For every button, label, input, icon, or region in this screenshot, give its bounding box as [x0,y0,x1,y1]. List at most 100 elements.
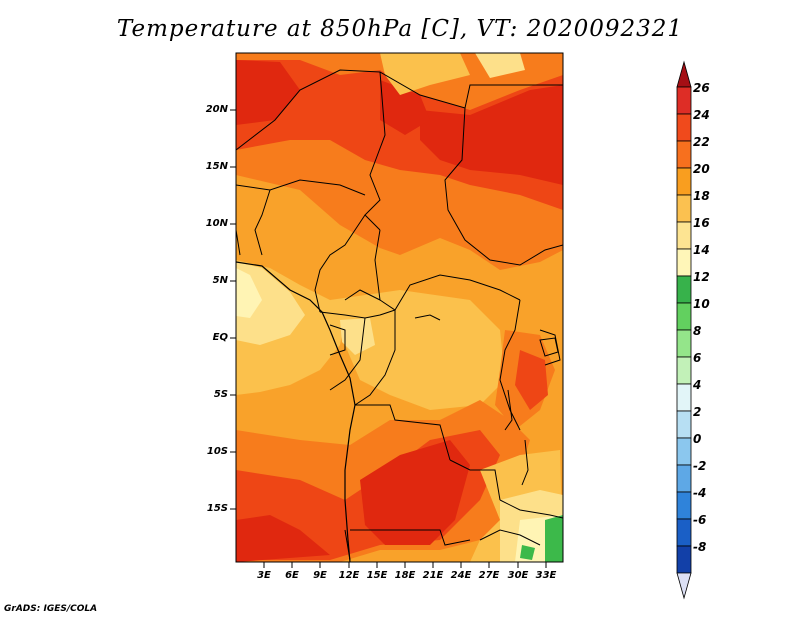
colorbar-label-12: 12 [693,270,710,284]
border-eq-guinea [329,324,346,356]
colorbar-label-14: 14 [693,243,710,257]
colorbar-segment [676,329,692,358]
lon-label-27e: 27E [478,570,500,581]
colorbar-segment [676,518,692,547]
colorbar-label-2: 2 [693,405,702,419]
lat-ticks [230,109,236,510]
border-zambia-moz [499,499,563,519]
colorbar-segment [676,437,692,466]
map-frame [235,52,564,563]
border-chad-sudan [444,107,563,266]
colorbar-segment [676,464,692,493]
border-nigeria-cameroon [314,214,366,313]
border-congo-drc [354,310,396,406]
lon-label-24e: 24E [450,570,472,581]
field-e-24 [515,350,548,410]
temperature-field [236,53,563,562]
field-c-18 [330,290,505,410]
coast-west [236,261,356,562]
lon-ticks [263,562,547,568]
border-angola-namibia [350,529,471,546]
colorbar-segment [676,221,692,250]
border-benin [254,189,271,256]
coastline [236,261,356,562]
lakes [414,314,559,486]
border-zimbabwe [479,529,541,546]
border-misc [344,289,381,301]
field-n-16 [475,53,525,78]
colorbar-label-16: 16 [693,216,710,230]
field-c-16 [340,318,375,355]
lat-label-15s: 15S [206,503,228,514]
border-angola-drc [355,404,451,461]
colorbar-segment [676,302,692,331]
lon-label-33e: 33E [535,570,557,581]
colorbar-segment [676,383,692,412]
colorbar-label-22: 22 [693,135,710,149]
lon-label-21e: 21E [422,570,444,581]
colorbar-segment [676,410,692,439]
lake-tanganyika [504,389,513,431]
colorbar-top-arrow [676,60,692,88]
colorbar [676,60,692,600]
border-zambia [449,459,501,501]
field-n-26 [380,80,430,135]
lake-malawi [521,439,529,486]
border-gabon-congo [329,317,366,391]
colorbar-segment [676,356,692,385]
border-togo [236,229,241,256]
grads-credit: GrADS: IGES/COLA [4,604,98,614]
colorbar-label-m4: -4 [693,486,707,500]
field-north-24 [236,60,563,210]
river-congo [414,314,441,321]
border-drc-east [499,299,521,431]
lat-label-10s: 10S [206,446,228,457]
colorbar-label-26: 26 [693,81,710,95]
lat-label-10n: 10N [205,218,228,229]
colorbar-segment [676,248,692,277]
border-niger-nigeria [236,179,366,196]
lat-label-15n: 15N [205,161,228,172]
colorbar-segment [676,194,692,223]
colorbar-label-10: 10 [693,297,710,311]
lon-label-3e: 3E [257,570,271,581]
colorbar-segment [676,275,692,304]
lon-label-12e: 12E [338,570,360,581]
field-se-12 [545,515,563,562]
colorbar-label-24: 24 [693,108,710,122]
lake-victoria [539,337,559,357]
lat-label-eq: EQ [212,332,228,343]
lat-label-5n: 5N [212,275,228,286]
colorbar-label-8: 8 [693,324,702,338]
colorbar-label-m6: -6 [693,513,707,527]
border-niger-chad [364,71,386,231]
lon-label-15e: 15E [366,570,388,581]
lon-label-9e: 9E [313,570,327,581]
lon-label-30e: 30E [507,570,529,581]
colorbar-label-6: 6 [693,351,702,365]
colorbar-bottom-arrow [676,572,692,600]
colorbar-segment [676,113,692,142]
field-w-14 [236,268,262,318]
colorbar-label-4: 4 [693,378,702,392]
colorbar-segment [676,140,692,169]
lat-label-5s: 5S [213,389,228,400]
colorbar-segment [676,545,692,574]
colorbar-label-18: 18 [693,189,710,203]
colorbar-label-m8: -8 [693,540,707,554]
colorbar-segment [676,167,692,196]
lon-label-18e: 18E [394,570,416,581]
colorbar-label-20: 20 [693,162,710,176]
chart-title: Temperature at 850hPa [C], VT: 202009232… [116,16,684,42]
colorbar-label-m2: -2 [693,459,707,473]
colorbar-label-0: 0 [693,432,702,446]
field-se-12b [520,545,535,560]
lon-label-6e: 6E [285,570,299,581]
lat-label-20n: 20N [205,104,228,115]
colorbar-segment [676,86,692,115]
field-s-26 [360,440,470,545]
colorbar-segment [676,491,692,520]
country-borders [236,69,563,561]
field-ne-26 [420,85,563,185]
